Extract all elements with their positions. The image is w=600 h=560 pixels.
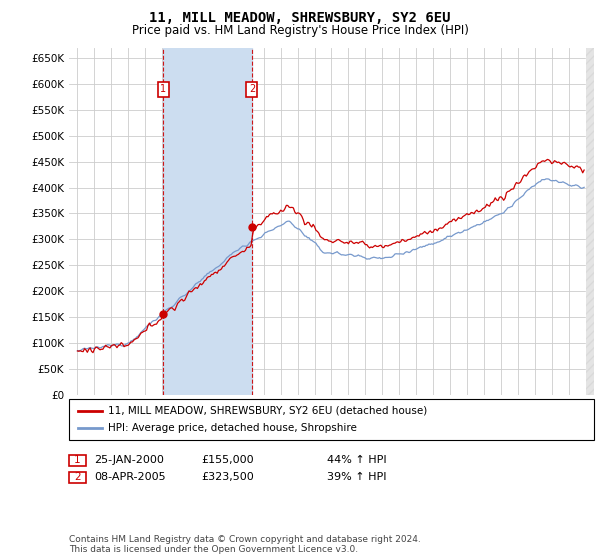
Text: 11, MILL MEADOW, SHREWSBURY, SY2 6EU: 11, MILL MEADOW, SHREWSBURY, SY2 6EU	[149, 11, 451, 25]
Text: 2: 2	[249, 84, 255, 94]
Text: £323,500: £323,500	[201, 472, 254, 482]
Text: 08-APR-2005: 08-APR-2005	[94, 472, 166, 482]
Text: 11, MILL MEADOW, SHREWSBURY, SY2 6EU (detached house): 11, MILL MEADOW, SHREWSBURY, SY2 6EU (de…	[108, 405, 427, 416]
Text: 1: 1	[160, 84, 166, 94]
Bar	[586, 48, 594, 395]
Text: Price paid vs. HM Land Registry's House Price Index (HPI): Price paid vs. HM Land Registry's House …	[131, 24, 469, 36]
Text: 1: 1	[74, 455, 81, 465]
Text: HPI: Average price, detached house, Shropshire: HPI: Average price, detached house, Shro…	[108, 423, 357, 433]
Text: £155,000: £155,000	[201, 455, 254, 465]
Text: 2: 2	[74, 472, 81, 482]
Bar	[163, 48, 252, 395]
Text: 25-JAN-2000: 25-JAN-2000	[94, 455, 164, 465]
Text: 44% ↑ HPI: 44% ↑ HPI	[327, 455, 386, 465]
Bar	[586, 48, 594, 395]
Text: 39% ↑ HPI: 39% ↑ HPI	[327, 472, 386, 482]
Text: Contains HM Land Registry data © Crown copyright and database right 2024.
This d: Contains HM Land Registry data © Crown c…	[69, 535, 421, 554]
